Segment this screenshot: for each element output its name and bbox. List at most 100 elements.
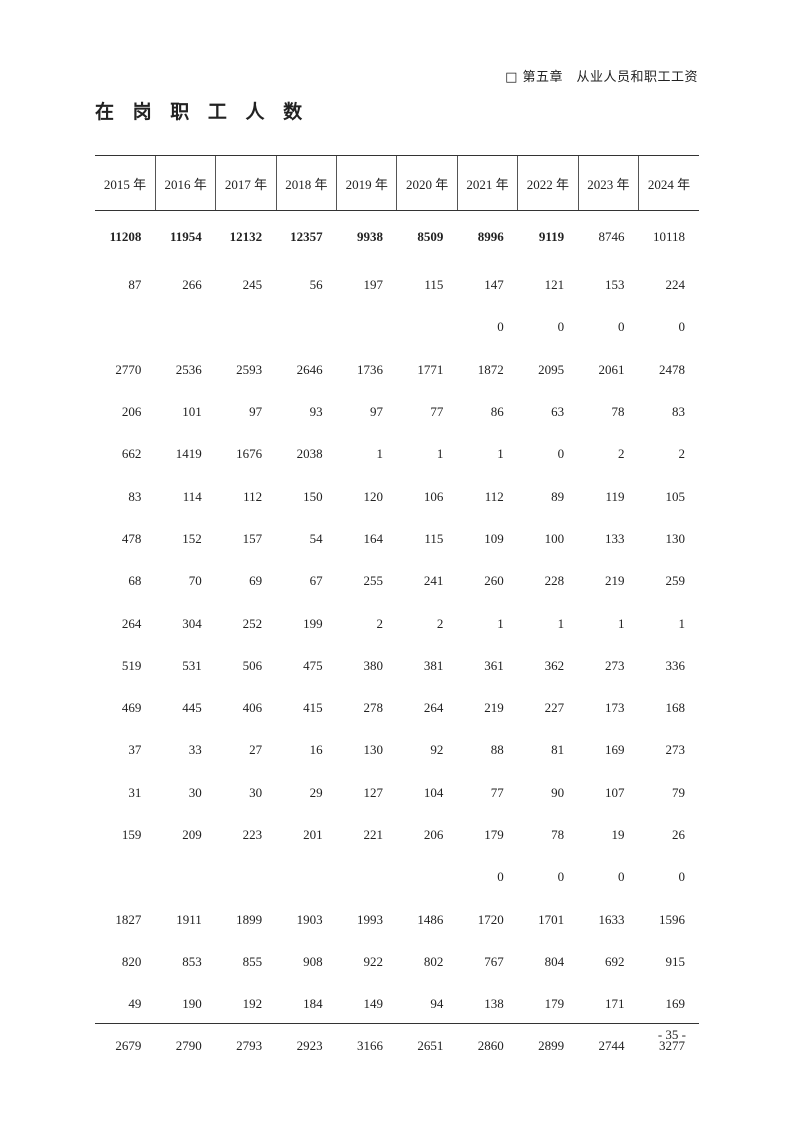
column-header: 2023 年 bbox=[577, 155, 639, 211]
chapter-header: □ 第五章 从业人员和职工工资 bbox=[505, 70, 698, 85]
table-row: 519 531 506 475 380 381 361 362 273 336 bbox=[95, 645, 699, 687]
table-cell: 12132 bbox=[229, 229, 263, 244]
table-cell: 11208 bbox=[109, 229, 142, 244]
table-cell: 0 bbox=[497, 319, 504, 335]
table-cell: 2923 bbox=[296, 1038, 323, 1054]
table-cell: 114 bbox=[182, 488, 202, 504]
table-row: 478 152 157 54 164 115 109 100 133 130 bbox=[95, 518, 699, 560]
table-cell: 820 bbox=[121, 953, 142, 969]
table-cell: 853 bbox=[182, 953, 202, 969]
table-cell: 445 bbox=[182, 700, 202, 716]
table-cell: 1736 bbox=[356, 361, 383, 377]
table-cell: 245 bbox=[242, 277, 263, 293]
table-cell: 33 bbox=[188, 742, 202, 758]
table-cell: 101 bbox=[182, 404, 202, 420]
table-cell: 3166 bbox=[356, 1038, 383, 1054]
table-cell: 79 bbox=[672, 784, 685, 800]
table-cell bbox=[216, 856, 276, 898]
table-cell: 380 bbox=[363, 657, 383, 673]
table-cell bbox=[95, 306, 155, 348]
table-cell: 138 bbox=[484, 996, 504, 1012]
table-cell: 908 bbox=[303, 953, 323, 969]
table-row: 87 266 245 56 197 115 147 121 153 224 bbox=[95, 264, 699, 306]
table-cell: 168 bbox=[665, 700, 686, 716]
table-cell: 381 bbox=[423, 657, 444, 673]
table-cell: 29 bbox=[309, 784, 323, 800]
table-cell: 469 bbox=[121, 700, 142, 716]
table-cell: 8509 bbox=[417, 229, 444, 244]
table-cell: 31 bbox=[128, 784, 142, 800]
table-cell: 219 bbox=[605, 573, 625, 589]
table-cell: 1903 bbox=[296, 911, 323, 927]
table-cell: 169 bbox=[665, 996, 686, 1012]
table-cell: 2646 bbox=[296, 361, 323, 377]
table-cell: 1 bbox=[618, 615, 625, 631]
table-row: 0 0 0 0 bbox=[95, 856, 699, 898]
table-cell: 54 bbox=[309, 530, 323, 546]
table-row: 1827 1911 1899 1903 1993 1486 1720 1701 1633 1596 bbox=[95, 898, 699, 940]
table-cell: 406 bbox=[242, 700, 263, 716]
table-cell: 173 bbox=[605, 700, 625, 716]
table-cell: 159 bbox=[121, 827, 142, 842]
table-cell: 56 bbox=[309, 277, 323, 293]
table-cell: 157 bbox=[242, 530, 263, 546]
table-cell: 68 bbox=[128, 573, 142, 589]
table-cell: 0 bbox=[557, 869, 565, 885]
table-cell: 171 bbox=[605, 996, 625, 1012]
table-cell: 109 bbox=[484, 530, 504, 546]
table-cell: 89 bbox=[551, 488, 565, 504]
table-row: 68 70 69 67 255 241 260 228 219 259 bbox=[95, 560, 699, 602]
table-row: 264 304 252 199 2 2 1 1 1 1 bbox=[95, 602, 699, 644]
table-cell: 150 bbox=[303, 488, 323, 504]
table-cell: 97 bbox=[249, 404, 263, 420]
table-cell: 224 bbox=[665, 277, 686, 293]
table-cell: 273 bbox=[665, 742, 686, 758]
data-table: 2015 年 2016 年 2017 年 2018 年 2019 年 2020 年 2021… bbox=[95, 155, 699, 1068]
table-cell: 8996 bbox=[477, 229, 504, 244]
table-cell: 260 bbox=[484, 573, 504, 589]
table-cell: 1633 bbox=[598, 911, 625, 927]
table-cell: 169 bbox=[605, 742, 625, 758]
table-cell: 1 bbox=[557, 615, 565, 631]
table-cell: 1701 bbox=[538, 911, 565, 927]
table-cell: 1596 bbox=[659, 911, 685, 927]
table-cell: 197 bbox=[363, 277, 383, 293]
table-cell: 0 bbox=[618, 869, 625, 885]
table-cell bbox=[276, 306, 336, 348]
table-cell: 88 bbox=[490, 742, 504, 758]
table-cell: 336 bbox=[665, 657, 686, 673]
table-cell: 100 bbox=[544, 530, 565, 546]
table-cell: 1 bbox=[497, 446, 504, 462]
table-row: 662 1419 1676 2038 1 1 1 0 2 2 bbox=[95, 433, 699, 475]
table-cell bbox=[155, 856, 215, 898]
table-cell: 3277 bbox=[659, 1038, 685, 1054]
table-cell: 2 bbox=[436, 615, 444, 631]
column-header: 2018 年 bbox=[275, 155, 337, 211]
table-cell: 1419 bbox=[175, 446, 202, 462]
table-cell: 93 bbox=[309, 404, 323, 420]
table-cell: 11954 bbox=[169, 229, 202, 244]
table-cell bbox=[397, 856, 457, 898]
table-cell: 361 bbox=[484, 657, 504, 673]
table-cell: 179 bbox=[484, 827, 504, 842]
table-cell bbox=[397, 306, 457, 348]
table-cell: 206 bbox=[121, 404, 142, 420]
table-cell: 9119 bbox=[538, 229, 565, 244]
table-cell: 2744 bbox=[598, 1038, 625, 1054]
column-header: 2019 年 bbox=[336, 155, 397, 211]
table-cell: 26 bbox=[672, 827, 685, 842]
table-cell: 9938 bbox=[356, 229, 383, 244]
table-cell: 855 bbox=[242, 953, 263, 969]
table-cell: 2651 bbox=[417, 1038, 444, 1054]
table-cell: 70 bbox=[188, 573, 202, 589]
table-cell: 273 bbox=[605, 657, 625, 673]
table-cell: 1676 bbox=[236, 446, 263, 462]
table-cell: 206 bbox=[423, 827, 444, 842]
table-cell: 94 bbox=[430, 996, 444, 1012]
table-bottom-rule bbox=[95, 1023, 699, 1024]
table-cell: 115 bbox=[424, 277, 444, 293]
table-cell: 223 bbox=[242, 827, 263, 842]
table-cell: 184 bbox=[303, 996, 323, 1012]
table-cell: 30 bbox=[188, 784, 202, 800]
table-cell: 27 bbox=[249, 742, 263, 758]
